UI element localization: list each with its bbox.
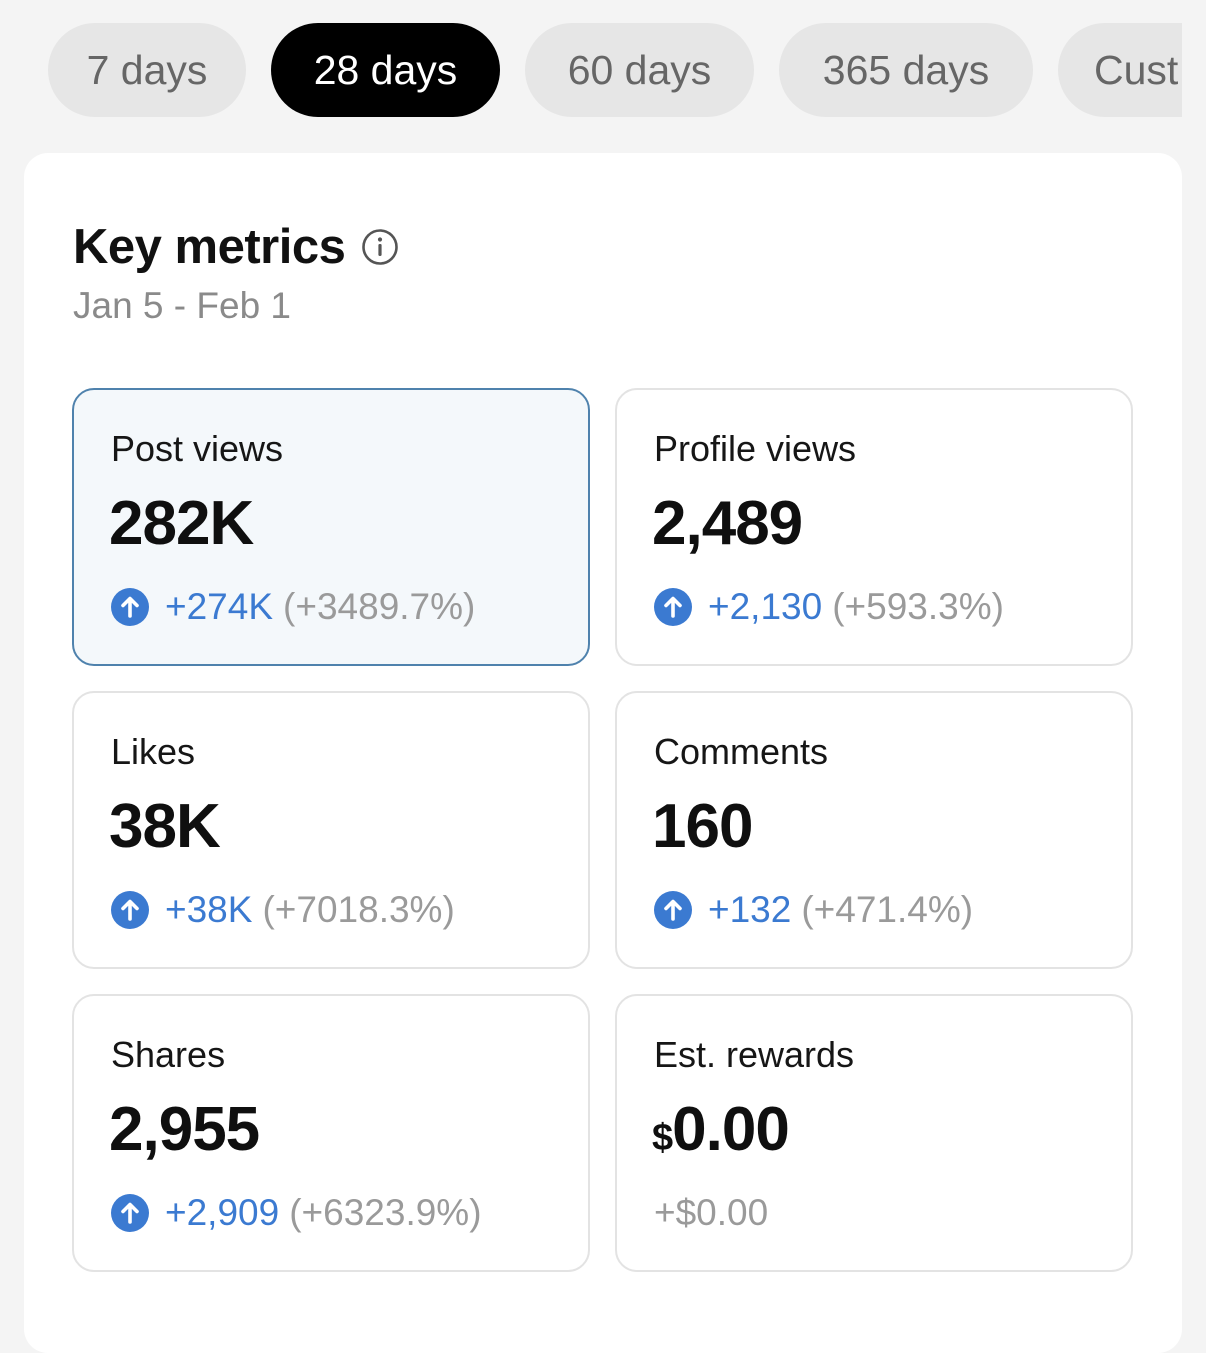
metric-change: +2,130 (+593.3%): [654, 583, 1004, 631]
metric-change: +132 (+471.4%): [654, 886, 973, 934]
metric-value: $0.00: [652, 1094, 790, 1165]
metric-card-shares[interactable]: Shares 2,955 +2,909 (+6323.9%): [72, 994, 590, 1272]
metric-card-comments[interactable]: Comments 160 +132 (+471.4%): [615, 691, 1133, 969]
metric-value: 282K: [109, 489, 254, 558]
key-metrics-header: Key metrics: [73, 217, 399, 277]
rewards-amount: 0.00: [672, 1095, 790, 1164]
tab-7-days[interactable]: 7 days: [48, 23, 246, 117]
metric-label: Profile views: [654, 428, 857, 469]
metric-delta-percent: (+6323.9%): [289, 1192, 482, 1233]
metric-delta: +2,909: [165, 1192, 280, 1233]
metric-delta: +$0.00: [654, 1192, 769, 1233]
metric-delta-percent: (+3489.7%): [283, 586, 476, 627]
page-title: Key metrics: [73, 220, 346, 274]
metric-card-est-rewards[interactable]: Est. rewards $0.00 +$0.00: [615, 994, 1133, 1272]
metric-label: Est. rewards: [654, 1034, 855, 1075]
tab-28-days[interactable]: 28 days: [271, 23, 500, 117]
arrow-up-circle-icon: [111, 891, 149, 929]
tab-365-days[interactable]: 365 days: [779, 23, 1033, 117]
metric-card-likes[interactable]: Likes 38K +38K (+7018.3%): [72, 691, 590, 969]
metric-delta-percent: (+593.3%): [832, 586, 1004, 627]
metric-delta: +274K: [165, 586, 274, 627]
metric-delta-percent: (+7018.3%): [262, 889, 455, 930]
date-range: Jan 5 - Feb 1: [73, 285, 292, 326]
metric-change: +274K (+3489.7%): [111, 583, 475, 631]
metric-value: 2,955: [109, 1095, 260, 1164]
arrow-up-circle-icon: [111, 1194, 149, 1232]
metric-label: Shares: [111, 1034, 226, 1075]
metric-change: +2,909 (+6323.9%): [111, 1189, 482, 1237]
metric-label: Likes: [111, 731, 196, 772]
metric-delta-percent: (+471.4%): [801, 889, 974, 930]
period-tabs: 7 days 28 days 60 days 365 days Cust: [0, 0, 1182, 140]
metric-delta: +38K: [165, 889, 253, 930]
key-metrics-card: Key metrics Jan 5 - Feb 1 Post views 282…: [24, 153, 1182, 1353]
metric-card-post-views[interactable]: Post views 282K +274K (+3489.7%): [72, 388, 590, 666]
metric-card-profile-views[interactable]: Profile views 2,489 +2,130 (+593.3%): [615, 388, 1133, 666]
metric-value: 160: [652, 792, 753, 861]
tab-60-days[interactable]: 60 days: [525, 23, 754, 117]
metric-value: 2,489: [652, 489, 803, 558]
metric-change: +38K (+7018.3%): [111, 886, 455, 934]
metric-value: 38K: [109, 792, 221, 861]
metric-change: +$0.00: [654, 1189, 768, 1237]
metric-delta: +132: [708, 889, 792, 930]
tab-custom[interactable]: Cust: [1058, 23, 1182, 117]
arrow-up-circle-icon: [654, 891, 692, 929]
metric-label: Comments: [654, 731, 829, 772]
arrow-up-circle-icon: [654, 588, 692, 626]
currency-symbol: $: [652, 1117, 673, 1159]
info-icon[interactable]: [361, 228, 399, 266]
metric-delta: +2,130: [708, 586, 823, 627]
metric-label: Post views: [111, 428, 284, 469]
arrow-up-circle-icon: [111, 588, 149, 626]
